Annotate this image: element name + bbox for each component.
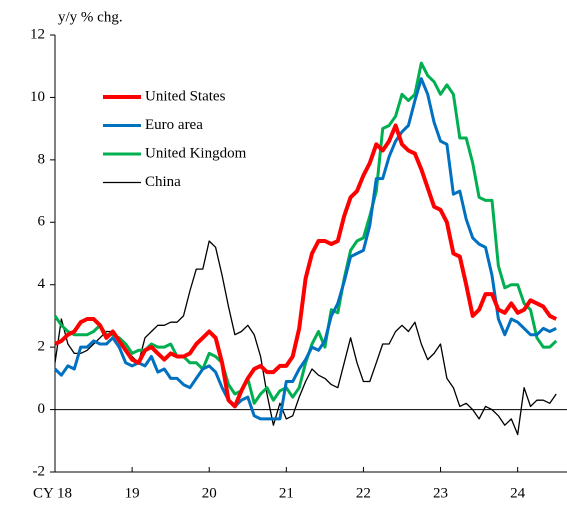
y-tick-label: 12 bbox=[30, 26, 45, 42]
x-tick-label: 22 bbox=[356, 485, 371, 501]
series-line bbox=[53, 61, 558, 405]
x-tick-label: 20 bbox=[202, 485, 217, 501]
y-tick-label: 10 bbox=[30, 89, 45, 105]
legend-label: United Kingdom bbox=[145, 145, 247, 161]
y-tick-label: 0 bbox=[38, 401, 46, 417]
x-tick-label: 21 bbox=[279, 485, 294, 501]
x-tick-label: 19 bbox=[125, 485, 140, 501]
y-tick-label: 4 bbox=[38, 276, 46, 292]
x-tick-label: CY 18 bbox=[33, 485, 72, 501]
y-tick-label: 2 bbox=[38, 339, 46, 355]
y-tick-label: -2 bbox=[33, 463, 46, 479]
y-tick-label: 6 bbox=[38, 214, 46, 230]
legend-label: Euro area bbox=[145, 117, 203, 133]
x-tick-label: 24 bbox=[510, 485, 526, 501]
axis-unit-label: y/y % chg. bbox=[58, 9, 123, 25]
legend-label: United States bbox=[145, 88, 226, 104]
series-line bbox=[54, 240, 557, 436]
x-tick-label: 23 bbox=[433, 485, 448, 501]
y-tick-label: 8 bbox=[38, 151, 46, 167]
legend-label: China bbox=[145, 174, 181, 190]
series-line bbox=[54, 123, 558, 409]
